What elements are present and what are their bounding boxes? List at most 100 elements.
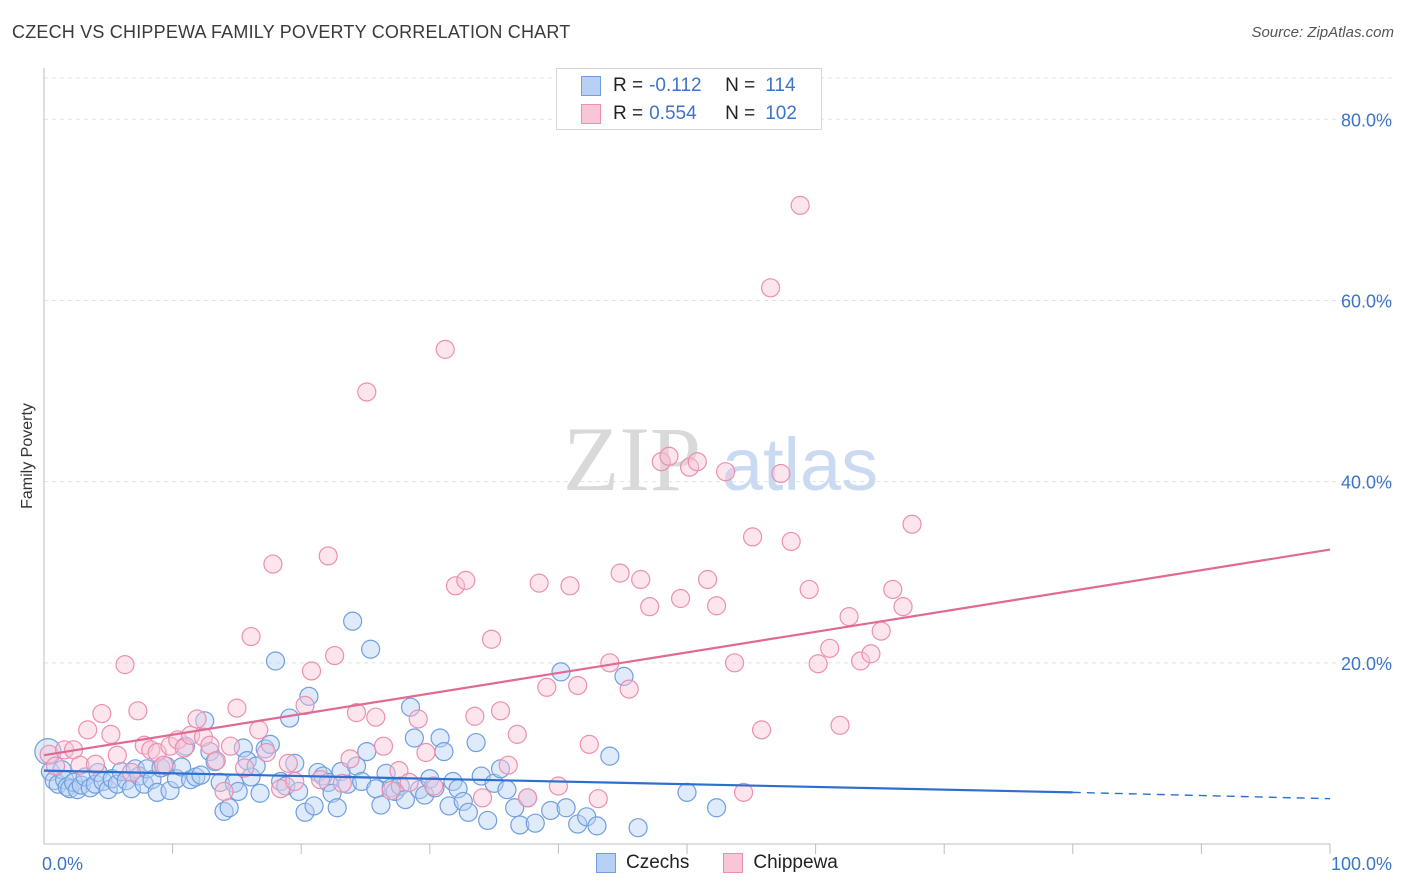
chippewa-swatch (723, 853, 744, 873)
chippewa-point (781, 531, 801, 552)
chippewa-point (424, 776, 444, 796)
chippewa-point (742, 527, 763, 547)
chippewa-point (883, 579, 903, 600)
chippewa-point (340, 749, 360, 769)
r-label: R = (613, 75, 644, 96)
chippewa-point (659, 446, 679, 466)
chippewa-point (249, 720, 269, 740)
legend-label-chippewa: Chippewa (753, 852, 838, 873)
chippewa-point (790, 195, 810, 215)
chippewa-point (357, 382, 377, 402)
czechs-point (361, 639, 381, 659)
chippewa-point (588, 789, 608, 809)
chippewa-point (799, 579, 819, 600)
czechs-point (250, 783, 270, 803)
czechs-point (357, 741, 377, 762)
n-label: N = (725, 75, 756, 96)
y-tick-label: 20.0% (1341, 654, 1392, 674)
chippewa-point (670, 588, 691, 609)
chippewa-point (70, 755, 90, 775)
y-tick-label: 80.0% (1341, 110, 1392, 130)
czechs-point (505, 798, 525, 818)
czechs-points (34, 611, 727, 838)
chippewa-point (851, 651, 871, 671)
chippewa-point (498, 755, 518, 775)
chippewa-point (235, 758, 255, 778)
chippewa-point (408, 709, 428, 729)
chippewa-point (724, 653, 745, 673)
czechs-trend-extension (1072, 791, 1331, 800)
chippewa-point (435, 339, 455, 359)
chippewa-point (472, 788, 493, 808)
czechs-point (280, 708, 300, 728)
czechs-point (181, 770, 201, 790)
chippewa-point (241, 626, 261, 647)
chippewa-point (481, 629, 502, 649)
chippewa-point (610, 563, 630, 583)
chippewa-point (381, 780, 401, 801)
chippewa-point (373, 736, 394, 756)
czechs-point (400, 697, 421, 717)
chippewa-point (101, 724, 121, 744)
chippewa-point (256, 742, 277, 763)
chippewa-point (332, 773, 352, 793)
axes (43, 68, 1331, 854)
chippewa-point (174, 738, 194, 758)
chippewa-swatch (581, 104, 601, 124)
czechs-point (600, 746, 620, 766)
chippewa-point (490, 701, 511, 721)
czechs-point (614, 666, 634, 687)
stats-legend: R = -0.112 N = 114 R = 0.554 N = 102 (556, 68, 822, 130)
watermark-atlas: atlas (722, 423, 878, 506)
r-value: 0.554 (649, 103, 697, 124)
czechs-point (466, 732, 486, 753)
chippewa-point (465, 706, 485, 726)
tick-labels: 20.0% 40.0% 60.0% 80.0% 0.0% 100.0% (42, 110, 1392, 874)
x-tick-label: 0.0% (42, 854, 83, 874)
chippewa-point (78, 720, 98, 740)
czechs-swatch (596, 853, 616, 873)
trend-lines (43, 548, 1331, 800)
czechs-point (478, 810, 498, 831)
czechs-point (228, 781, 248, 802)
source-label: Source: ZipAtlas.com (1251, 24, 1394, 41)
czechs-point (556, 798, 576, 818)
czechs-point (541, 800, 561, 821)
chippewa-point (107, 745, 127, 765)
chippewa-point (771, 463, 791, 484)
chippewa-point (839, 607, 859, 627)
legend-row-chippewa: R = 0.554 N = 102 (581, 101, 797, 127)
chippewa-point (640, 597, 660, 617)
czechs-point (346, 756, 367, 776)
czechs-point (587, 816, 607, 836)
chippewa-point (808, 654, 828, 674)
y-tick-label: 60.0% (1341, 291, 1392, 311)
czechs-point (98, 780, 118, 800)
legend-label-czechs: Czechs (626, 852, 690, 873)
chippewa-point (227, 698, 247, 718)
czechs-point (525, 813, 545, 833)
chippewa-point (760, 278, 781, 298)
czechs-point (160, 780, 180, 801)
chippewa-point (631, 569, 651, 590)
watermark-zip: ZIP (563, 408, 701, 510)
czechs-point (219, 798, 239, 818)
chippewa-point (560, 576, 580, 596)
chippewa-point (715, 462, 736, 482)
legend-item-chippewa: Chippewa (723, 852, 838, 874)
czechs-point (434, 741, 454, 762)
chippewa-point (220, 736, 241, 756)
czechs-point (327, 798, 347, 818)
czechs-point (322, 783, 342, 803)
czechs-point (343, 611, 363, 631)
chippewa-point (871, 621, 891, 641)
chippewa-point (115, 655, 135, 675)
chippewa-point (697, 569, 718, 590)
chippewa-point (537, 677, 557, 697)
chippewa-point (517, 788, 538, 808)
chippewa-point (310, 770, 331, 790)
chippewa-point (278, 753, 298, 773)
czechs-point (214, 801, 234, 821)
chippewa-point (751, 720, 772, 740)
